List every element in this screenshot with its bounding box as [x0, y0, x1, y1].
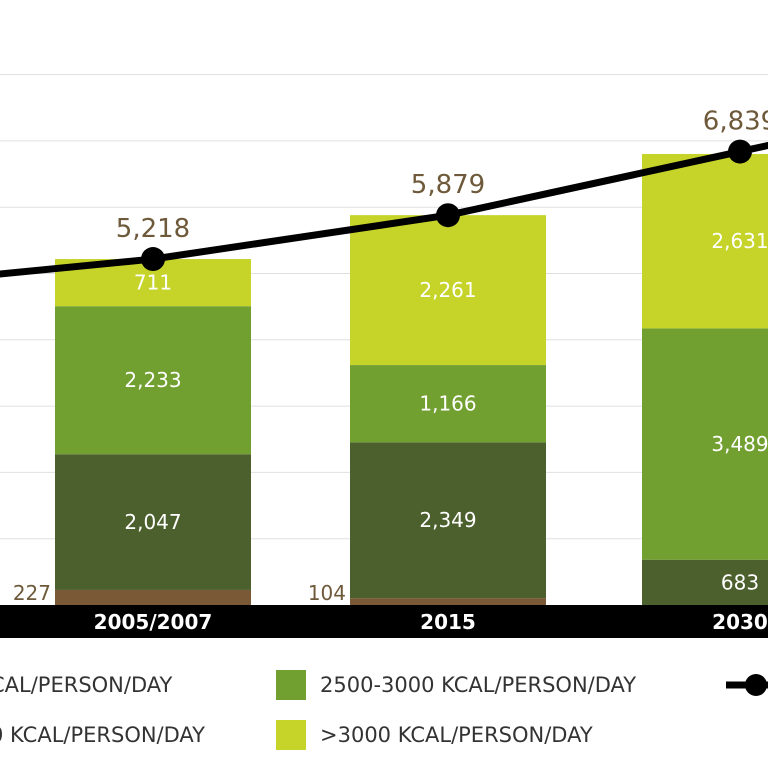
bar-segment-3	[55, 306, 251, 455]
legend-label-4: >3000 KCAL/PERSON/DAY	[320, 723, 593, 747]
legend-swatch-green	[276, 670, 306, 700]
bar-segment-1	[55, 589, 251, 605]
legend-item-1: CAL/PERSON/DAY	[0, 668, 172, 702]
legend-label-2: 0 KCAL/PERSON/DAY	[0, 723, 205, 747]
bar-value-label: 3,489	[711, 432, 768, 456]
legend-label-1: CAL/PERSON/DAY	[0, 673, 173, 697]
bar-outside-label: 227	[13, 581, 51, 605]
legend-item-4: >3000 KCAL/PERSON/DAY	[276, 718, 593, 752]
legend-label-3: 2500-3000 KCAL/PERSON/DAY	[320, 673, 637, 697]
legend-swatch-yellow-green	[276, 720, 306, 750]
bar-value-label: 2,349	[419, 508, 476, 532]
bar-segment-2	[350, 442, 546, 599]
bar-segment-4	[642, 153, 768, 329]
bar-value-label: 2,261	[419, 278, 476, 302]
x-tick-label: 2015	[420, 610, 476, 634]
bar-segment-1	[350, 598, 546, 605]
line-point	[728, 139, 752, 164]
bar-segment-4	[350, 215, 546, 366]
legend-item-3: 2500-3000 KCAL/PERSON/DAY	[276, 668, 636, 702]
bar-value-label: 2,047	[124, 510, 181, 534]
bar-segment-2	[642, 559, 768, 605]
x-axis-band	[0, 605, 768, 638]
legend-item-2: 0 KCAL/PERSON/DAY	[0, 718, 205, 752]
bar-value-label: 1,166	[419, 392, 476, 416]
line-value-label: 5,218	[116, 214, 190, 244]
bar-segment-3	[350, 365, 546, 443]
line-value-label: 5,879	[411, 170, 485, 200]
line-value-label: 6,839	[703, 107, 768, 137]
bar-value-label: 2,631	[711, 229, 768, 253]
bar-value-label: 711	[134, 271, 172, 295]
bar-segment-2	[55, 454, 251, 590]
line-point	[436, 203, 460, 228]
bar-outside-label: 104	[308, 581, 346, 605]
x-tick-label: 2005/2007	[94, 610, 213, 634]
chart: 2,047 2,233 711 227 2,349 1,166 2,261 104 683 3,4…	[0, 74, 768, 638]
line-point	[141, 247, 165, 272]
legend-line-icon	[726, 674, 768, 696]
bar-value-label: 683	[721, 570, 759, 594]
bar-segment-3	[642, 328, 768, 560]
x-tick-label: 2030	[712, 610, 768, 634]
bar-value-label: 2,233	[124, 368, 181, 392]
